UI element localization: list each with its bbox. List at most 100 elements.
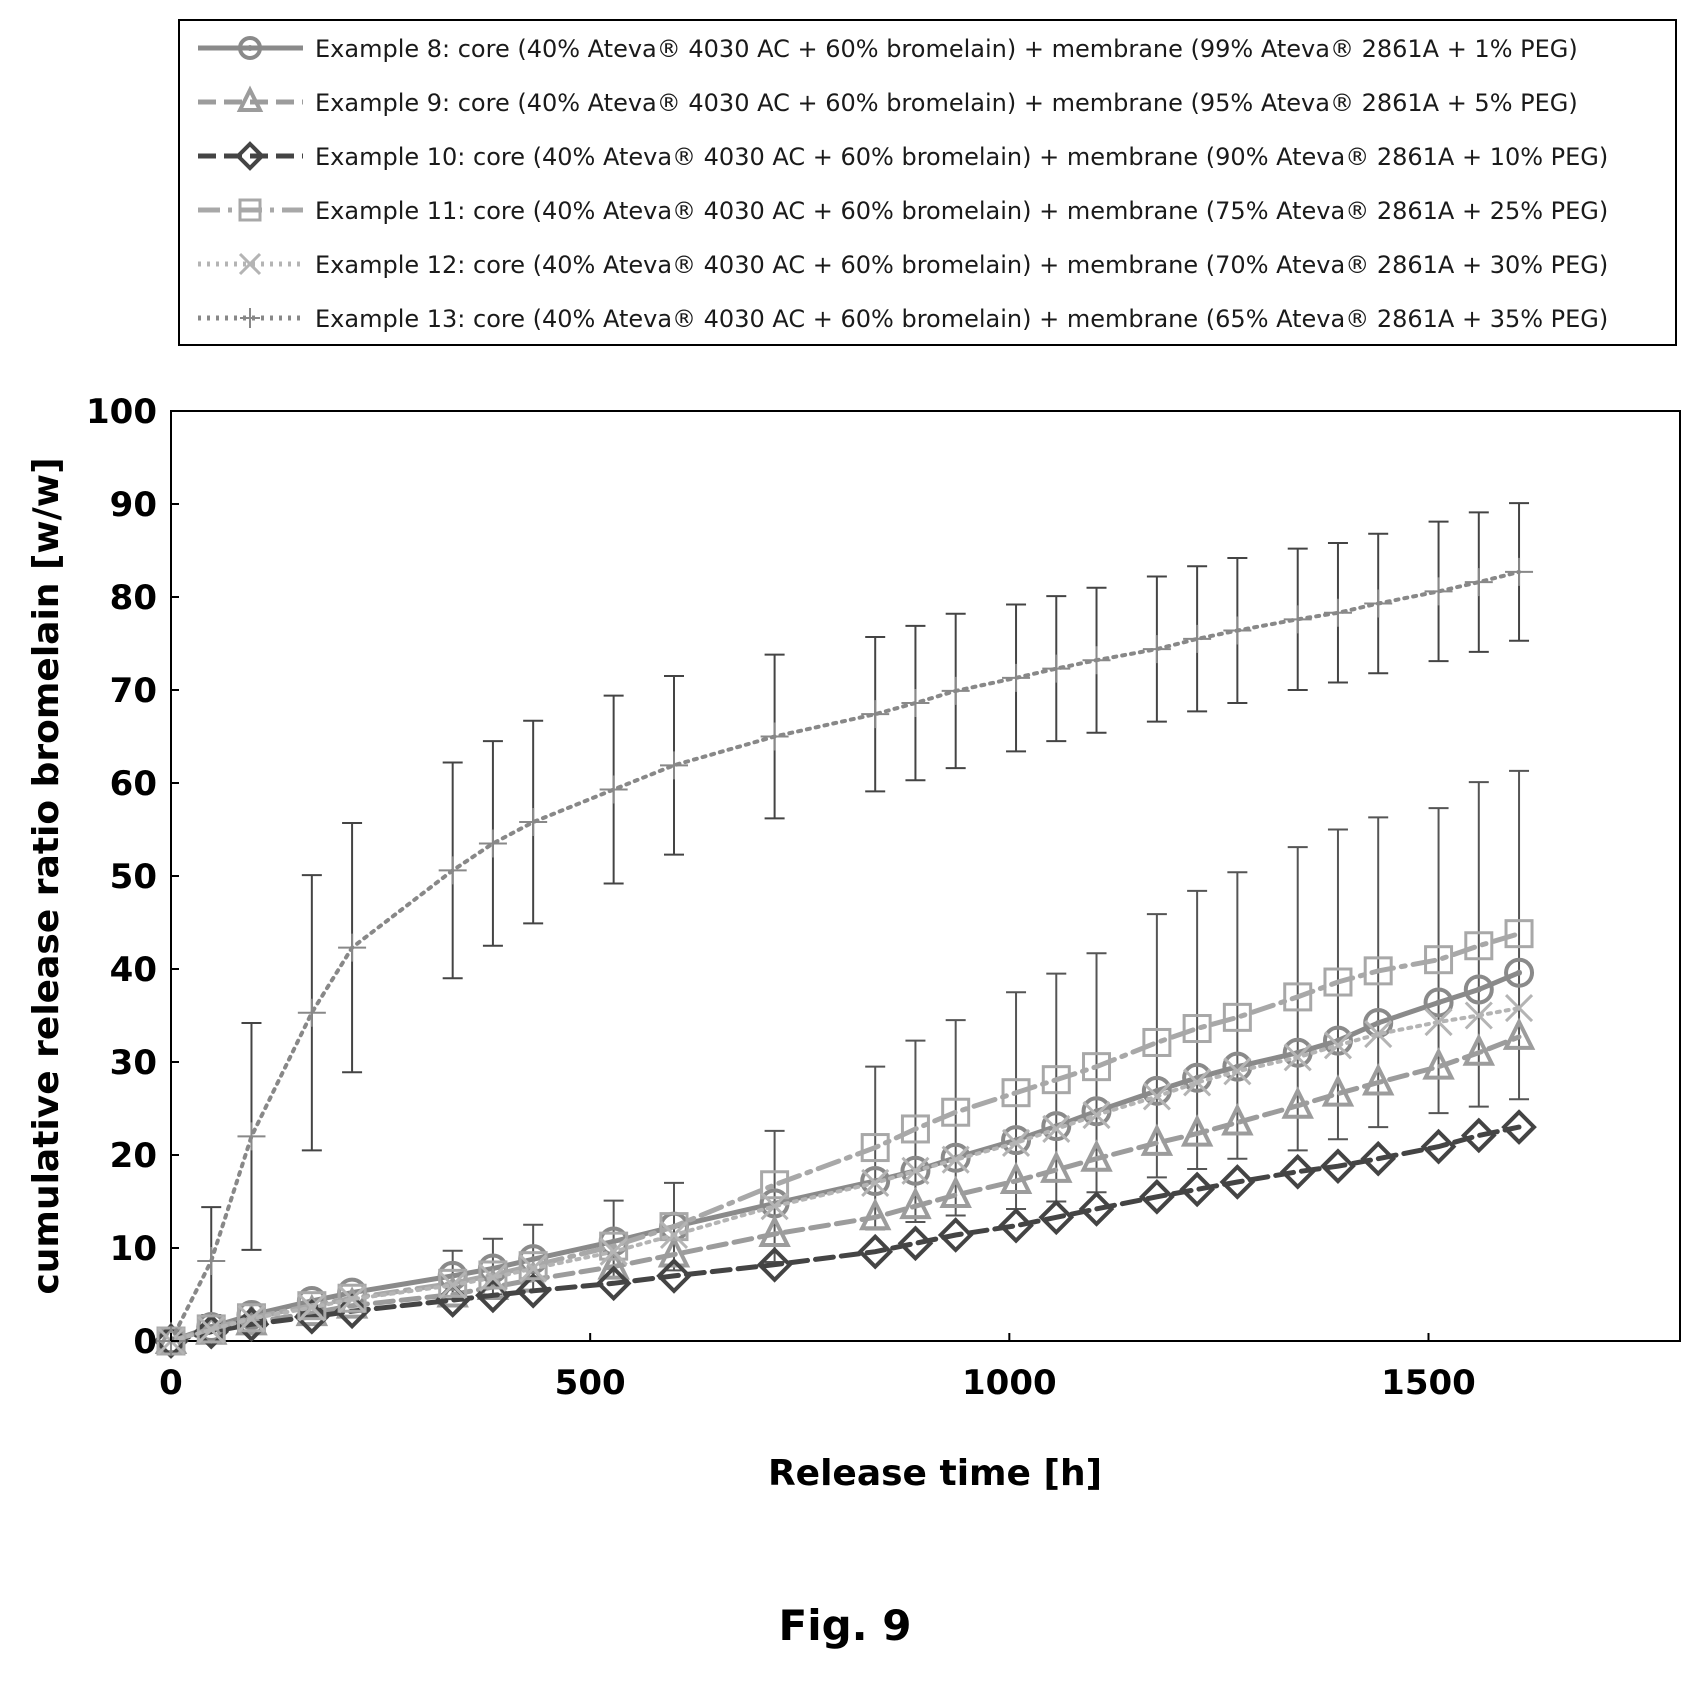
point-x <box>197 1315 226 1344</box>
point-center <box>610 1238 617 1245</box>
point-square <box>760 1170 790 1200</box>
legend-label: Example 9: core (40% Ateva® 4030 AC + 60… <box>315 89 1578 117</box>
point-diamond <box>475 1277 511 1314</box>
point-plus <box>660 751 688 780</box>
x-tick-label: 1500 <box>1381 1363 1476 1403</box>
point-diamond <box>1360 1140 1397 1177</box>
point-triangle <box>858 1197 892 1231</box>
point-triangle <box>1080 1139 1113 1172</box>
point-square <box>1182 1014 1212 1044</box>
point-diamond <box>1038 1199 1075 1236</box>
x-tick-label: 1000 <box>962 1363 1057 1403</box>
series-6 <box>157 557 1534 1355</box>
point-x <box>861 1168 890 1197</box>
point-plus <box>599 775 628 804</box>
point-square <box>1363 956 1393 986</box>
point-x <box>297 1293 326 1322</box>
point-square <box>518 1251 548 1281</box>
point-plus <box>197 1247 226 1276</box>
x-tick-label: 0 <box>159 1363 183 1403</box>
point-plus <box>1183 624 1212 653</box>
legend: Example 8: core (40% Ateva® 4030 AC + 60… <box>178 19 1677 346</box>
point-diamond <box>1501 1109 1537 1145</box>
series-layer <box>153 557 1537 1359</box>
point-center <box>530 1256 537 1263</box>
point-triangle <box>657 1235 691 1268</box>
point-center <box>1475 986 1482 993</box>
point-plus <box>237 1122 266 1151</box>
point-square <box>236 1303 266 1333</box>
legend-item: Example 12: core (40% Ateva® 4030 AC + 6… <box>198 251 1608 279</box>
point-diamond <box>1139 1179 1175 1215</box>
point-triangle <box>1140 1123 1174 1156</box>
point-circle <box>238 36 262 60</box>
point-diamond <box>1460 1117 1497 1154</box>
point-circle <box>1504 957 1535 988</box>
y-tick-label: 60 <box>110 764 157 804</box>
point-x <box>438 1271 467 1300</box>
point-triangle <box>999 1161 1033 1195</box>
point-diamond <box>998 1207 1034 1244</box>
point-triangle <box>1361 1062 1395 1096</box>
point-square <box>297 1291 327 1321</box>
point-square <box>900 1114 930 1144</box>
point-diamond <box>1179 1171 1215 1208</box>
point-plus <box>1283 605 1312 634</box>
series-3 <box>153 1109 1537 1359</box>
point-plus <box>519 808 548 837</box>
point-square <box>1504 919 1534 949</box>
point-diamond <box>1279 1153 1316 1190</box>
point-center <box>247 45 253 51</box>
point-plus <box>1505 557 1534 586</box>
y-axis-title: cumulative release ratio bromelain [w/w] <box>26 457 67 1294</box>
point-square <box>196 1314 226 1344</box>
point-triangle <box>1180 1114 1214 1147</box>
point-x <box>760 1192 789 1221</box>
legend-box <box>178 19 1677 346</box>
point-square <box>941 1097 971 1127</box>
point-diamond <box>515 1272 551 1309</box>
point-square <box>1041 1065 1071 1095</box>
point-center <box>1435 999 1442 1006</box>
point-x <box>1082 1100 1111 1130</box>
y-tick-label: 50 <box>110 857 157 897</box>
point-plus <box>901 689 930 718</box>
point-triangle <box>1422 1047 1455 1080</box>
point-square <box>1142 1027 1172 1057</box>
point-triangle <box>939 1175 972 1208</box>
point-plus <box>1082 646 1111 675</box>
point-diamond <box>897 1225 934 1262</box>
point-x <box>941 1145 970 1174</box>
point-center <box>1153 1087 1160 1094</box>
point-x <box>659 1220 689 1250</box>
point-triangle <box>1281 1086 1314 1119</box>
y-tick-label: 100 <box>86 392 157 432</box>
point-diamond <box>1320 1148 1356 1184</box>
point-circle <box>1463 974 1494 1005</box>
point-triangle <box>1221 1102 1254 1136</box>
point-square <box>599 1231 629 1261</box>
point-center <box>1375 1019 1382 1026</box>
point-x <box>901 1156 930 1185</box>
figure-caption: Fig. 9 <box>779 1601 912 1650</box>
point-plus <box>861 700 890 729</box>
y-tick-label: 70 <box>110 671 157 711</box>
y-tick-label: 10 <box>110 1229 157 1269</box>
point-square <box>659 1212 689 1242</box>
legend-label: Example 10: core (40% Ateva® 4030 AC + 6… <box>315 143 1608 171</box>
point-square <box>1464 931 1494 961</box>
x-axis-ticks: 0 500 1000 1500 <box>159 1333 1476 1403</box>
point-x <box>1504 993 1534 1023</box>
series-line <box>169 1006 1521 1343</box>
x-tick-label: 500 <box>555 1363 626 1403</box>
point-x <box>238 252 262 276</box>
legend-item: Example 9: core (40% Ateva® 4030 AC + 60… <box>198 85 1578 117</box>
point-x <box>519 1254 548 1283</box>
point-diamond <box>1219 1164 1256 1200</box>
legend-label: Example 11: core (40% Ateva® 4030 AC + 6… <box>315 197 1608 225</box>
point-plus <box>1464 568 1493 597</box>
point-circle <box>1041 1111 1072 1142</box>
legend-item: Example 13: core (40% Ateva® 4030 AC + 6… <box>198 305 1608 333</box>
series-line <box>168 931 1522 1344</box>
